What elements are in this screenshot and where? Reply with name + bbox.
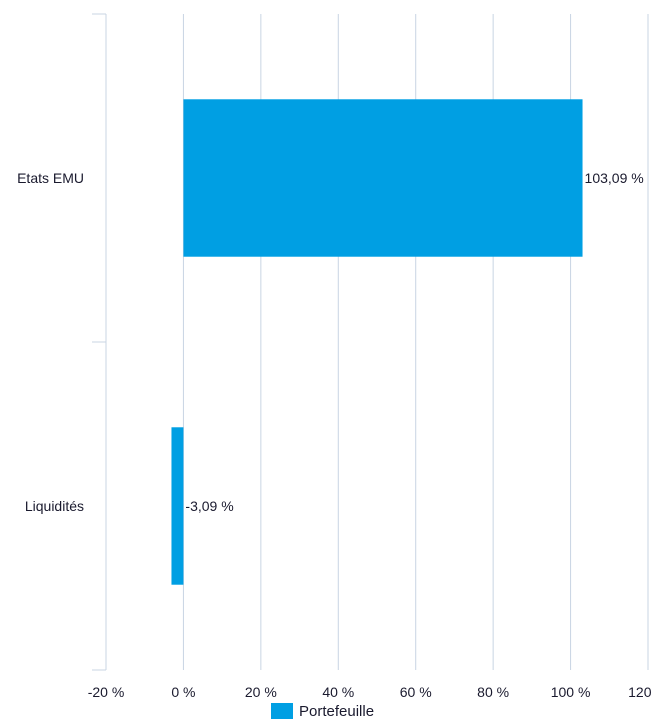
- category-label: Liquidités: [25, 498, 84, 514]
- legend[interactable]: Portefeuille: [271, 703, 374, 720]
- category-label: Etats EMU: [17, 170, 84, 186]
- x-tick-label: 100 %: [551, 684, 591, 700]
- x-tick-label: 60 %: [400, 684, 432, 700]
- bar[interactable]: [183, 99, 583, 257]
- x-tick-label: -20 %: [88, 684, 125, 700]
- bars: [171, 99, 583, 585]
- x-tick-label: 80 %: [477, 684, 509, 700]
- x-tick-label: 0 %: [171, 684, 195, 700]
- labels: -20 % 0 % 20 % 40 % 60 % 80 % 100 % 120 % Etats …: [17, 170, 655, 700]
- category-axis: [92, 13, 106, 671]
- data-label: 103,09 %: [585, 170, 644, 186]
- legend-label[interactable]: Portefeuille: [299, 703, 374, 720]
- x-tick-label: 40 %: [322, 684, 354, 700]
- x-tick-label: 120 %: [628, 684, 655, 700]
- bar[interactable]: [171, 427, 184, 585]
- legend-swatch[interactable]: [271, 703, 293, 719]
- x-tick-label: 20 %: [245, 684, 277, 700]
- data-label: -3,09 %: [185, 498, 233, 514]
